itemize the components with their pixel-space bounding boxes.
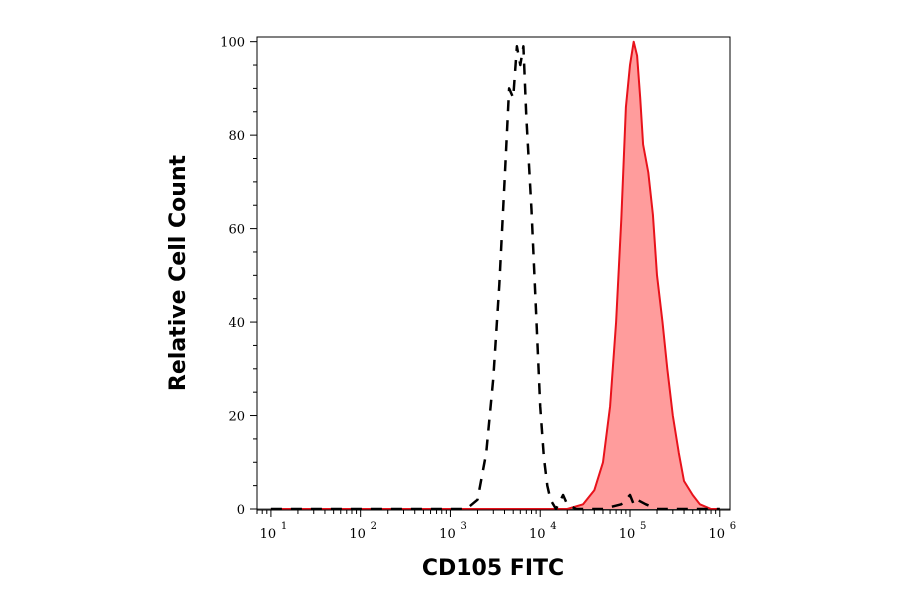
x-tick-exponent: 3 [460,521,466,532]
x-tick-label: 10 [529,527,546,542]
y-tick-label: 0 [237,503,245,518]
x-axis-title: CD105 FITC [422,556,564,581]
axis-layer: 0 20 40 60 80 100 10 1 10 2 10 3 10 4 10 5 10 6 [220,36,736,542]
series-line-dashed [270,45,720,511]
y-tick-label: 60 [228,223,245,238]
y-tick-label: 20 [228,410,245,425]
x-tick-exponent: 6 [730,521,736,532]
x-tick-exponent: 1 [281,521,287,532]
x-tick-label: 10 [619,527,636,542]
y-tick-label: 80 [228,129,245,144]
x-tick-label: 10 [439,527,456,542]
x-tick-label: 10 [349,527,366,542]
series-line-filled [270,40,720,510]
series-layer [257,40,730,511]
x-tick-exponent: 4 [550,521,556,532]
y-axis-title: Relative Cell Count [166,154,191,391]
x-tick-label: 10 [260,527,277,542]
series-area-filled [270,41,720,509]
y-tick-label: 100 [220,36,245,51]
y-tick-label: 40 [228,316,245,331]
x-tick-exponent: 2 [371,521,377,532]
x-tick-label: 10 [708,527,725,542]
x-tick-exponent: 5 [640,521,646,532]
